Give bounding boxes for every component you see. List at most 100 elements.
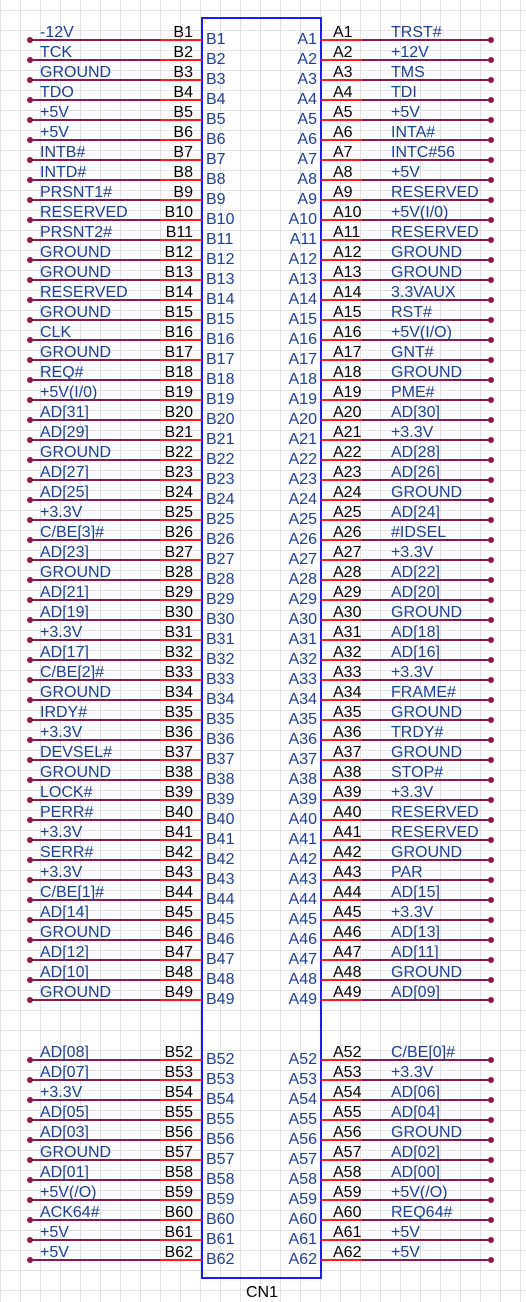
pin-end [488,637,494,643]
pin-name: A18 [289,371,318,388]
pin-end [488,97,494,103]
pin-number: B44 [165,884,194,901]
pin-name: B35 [206,711,235,728]
pin-number: B59 [165,1184,194,1201]
pin-number: B9 [173,184,193,201]
net-label: TRST# [391,24,442,41]
net-label: GROUND [40,564,111,581]
net-label: AD[30] [391,404,440,421]
pin-name: A31 [289,631,318,648]
pin-end [488,537,494,543]
net-label: TDI [391,84,417,101]
net-label: AD[12] [40,944,89,961]
net-label: +5V(I/O) [391,324,452,341]
pin-end [27,357,33,363]
pin-number: B18 [165,364,194,381]
pin-name: B53 [206,1071,235,1088]
pin-end [27,1057,33,1063]
pin-name: A10 [289,211,318,228]
pin-end [27,337,33,343]
pin-name: B1 [206,31,226,48]
pin-number: B61 [165,1224,194,1241]
net-label: GROUND [40,984,111,1001]
pin-end [27,897,33,903]
net-label: GROUND [40,924,111,941]
pin-end [27,657,33,663]
net-label: GROUND [391,364,462,381]
pin-number: A11 [333,224,360,241]
net-label: AD[05] [40,1104,89,1121]
pin-name: B32 [206,651,235,668]
pin-name: B60 [206,1211,235,1228]
pin-end [27,97,33,103]
pin-end [488,977,494,983]
net-label: -12V [40,24,74,41]
pin-number: B7 [173,144,193,161]
pin-end [27,1177,33,1183]
net-label: DEVSEL# [40,744,112,761]
pin-end [27,397,33,403]
pin-number: B23 [165,464,194,481]
net-label: AD[10] [40,964,89,981]
pin-number: B56 [165,1124,194,1141]
pin-number: A46 [333,924,362,941]
pin-end [27,857,33,863]
net-label: +5V [40,1244,69,1261]
pin-number: B2 [173,44,193,61]
pin-name: A20 [289,411,318,428]
pin-name: A22 [289,451,318,468]
net-label: GROUND [40,684,111,701]
pin-number: B48 [165,964,194,981]
pin-number: A39 [333,784,362,801]
pin-name: B31 [206,631,235,648]
pin-end [27,597,33,603]
pin-name: B45 [206,911,235,928]
pin-number: A23 [333,464,362,481]
net-label: C/BE[3]# [40,524,104,541]
pin-name: B44 [206,891,235,908]
pin-end [488,457,494,463]
pin-number: A25 [333,504,362,521]
pin-name: A62 [289,1251,318,1268]
net-label: C/BE[0]# [391,1044,455,1061]
pin-end [27,257,33,263]
net-label: AD[17] [40,644,89,661]
pin-name: A60 [289,1211,318,1228]
pin-end [488,557,494,563]
pin-end [27,57,33,63]
pin-end [488,777,494,783]
net-label: AD[14] [40,904,89,921]
pin-number: A32 [333,644,362,661]
net-label: PME# [391,384,435,401]
pin-name: A24 [289,491,318,508]
net-label: AD[03] [40,1124,89,1141]
pin-number: B54 [165,1084,194,1101]
net-label: GROUND [391,604,462,621]
pin-number: A30 [333,604,362,621]
pin-number: A4 [333,84,353,101]
pin-number: A6 [333,124,353,141]
net-label: GROUND [40,444,111,461]
pin-name: B23 [206,471,235,488]
pin-number: A5 [333,104,353,121]
pin-number: B4 [173,84,193,101]
net-label: AD[11] [391,944,439,961]
pin-end [27,477,33,483]
net-label: +5V [40,104,69,121]
net-label: +5V [40,1224,69,1241]
pin-name: B38 [206,771,235,788]
net-label: +3.3V [391,664,434,681]
pin-number: B30 [165,604,194,621]
net-label: #IDSEL [391,524,446,541]
pin-end [27,157,33,163]
net-label: TMS [391,64,425,81]
net-label: IRDY# [40,704,87,721]
net-label: AD[28] [391,444,440,461]
pin-end [488,277,494,283]
pin-name: B33 [206,671,235,688]
pin-end [27,577,33,583]
net-label: RESERVED [391,184,479,201]
pin-end [27,777,33,783]
net-label: ACK64# [40,1204,100,1221]
pin-name: B46 [206,931,235,948]
